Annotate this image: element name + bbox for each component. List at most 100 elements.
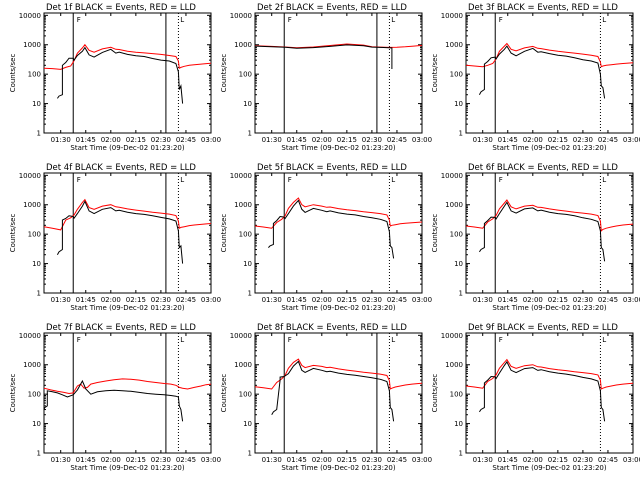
marker-label-l: L [602,336,606,344]
x-tick-label: 02:00 [101,456,121,464]
y-axis-label: Counts/sec [431,374,439,413]
x-tick-label: 01:30 [262,456,282,464]
x-tick-label: 02:15 [548,136,568,144]
y-tick-label: 10000 [19,172,41,180]
x-tick-label: 01:45 [498,456,518,464]
x-tick-label: 03:00 [412,456,432,464]
marker-label-l: L [180,336,184,344]
x-tick-label: 02:45 [176,136,196,144]
x-tick-label: 03:00 [412,296,432,304]
y-axis-label: Counts/sec [9,214,17,253]
panel-title: Det 2f BLACK = Events, RED = LLD [257,3,407,13]
panel-det-3: Det 3f BLACK = Events, RED = LLD 01:30 01:… [431,3,640,152]
y-tick-label: 1000 [23,361,41,369]
y-tick-label: 1000 [445,201,463,209]
y-tick-label: 10 [32,100,41,108]
y-tick-label: 10 [243,260,252,268]
y-tick-label: 1000 [23,201,41,209]
y-tick-label: 1 [459,290,463,298]
panel-det-1: Det 1f BLACK = Events, RED = LLD 01:30 01:… [9,3,221,152]
y-tick-label: 100 [28,71,41,79]
x-tick-label: 01:45 [76,296,96,304]
series-line-events [254,44,393,69]
marker-label-f: F [499,16,503,24]
panel-title: Det 1f BLACK = Events, RED = LLD [46,3,196,13]
x-tick-label: 03:00 [201,136,221,144]
panel-title: Det 7f BLACK = Events, RED = LLD [46,323,196,333]
panel-det-8: Det 8f BLACK = Events, RED = LLD 01:30 01:… [220,323,432,472]
x-tick-label: 02:15 [548,296,568,304]
x-tick-label: 02:30 [573,456,593,464]
x-tick-label: 02:15 [337,136,357,144]
marker-label-f: F [288,336,292,344]
y-tick-label: 100 [450,71,463,79]
x-tick-label: 03:00 [412,136,432,144]
y-tick-label: 100 [28,231,41,239]
x-tick-label: 02:00 [523,136,543,144]
marker-label-l: L [180,16,184,24]
y-tick-label: 10000 [230,12,252,20]
x-axis-label: Start Time (09-Dec-02 01:23:20) [492,464,606,472]
x-tick-label: 02:00 [312,136,332,144]
y-tick-label: 100 [239,391,252,399]
panel-title: Det 5f BLACK = Events, RED = LLD [257,163,407,173]
y-tick-label: 1 [37,290,41,298]
marker-label-f: F [77,336,81,344]
y-tick-label: 100 [450,391,463,399]
y-tick-label: 10 [32,420,41,428]
y-tick-label: 1 [37,130,41,138]
x-tick-label: 01:45 [76,456,96,464]
marker-label-l: L [180,176,184,184]
plot-frame [43,332,212,454]
y-tick-label: 10 [32,260,41,268]
marker-label-f: F [288,176,292,184]
x-tick-label: 01:45 [76,136,96,144]
marker-label-l: L [602,176,606,184]
y-tick-label: 10 [243,100,252,108]
series-line-lld [254,358,423,390]
panel-title: Det 3f BLACK = Events, RED = LLD [468,3,618,13]
marker-label-l: L [391,336,395,344]
series-line-lld [465,199,634,232]
x-tick-label: 02:15 [126,296,146,304]
x-tick-label: 02:00 [312,456,332,464]
x-tick-label: 01:45 [498,296,518,304]
x-tick-label: 01:30 [473,136,493,144]
x-tick-label: 03:00 [623,456,640,464]
plot-frame [43,12,212,134]
plot-frame [465,332,634,454]
plot-frame [254,332,423,454]
series-line-events [268,199,395,259]
plot-frame [43,172,212,294]
series-line-events [478,201,606,262]
x-tick-label: 01:30 [51,456,71,464]
y-tick-label: 1000 [445,361,463,369]
marker-label-f: F [77,16,81,24]
y-tick-label: 1 [248,290,252,298]
y-tick-label: 1 [248,130,252,138]
x-tick-label: 01:30 [473,296,493,304]
panel-det-9: Det 9f BLACK = Events, RED = LLD 01:30 01:… [431,323,640,472]
x-tick-label: 01:45 [287,456,307,464]
panel-det-5: Det 5f BLACK = Events, RED = LLD 01:30 01:… [220,163,432,312]
y-axis-label: Counts/sec [9,374,17,413]
y-tick-label: 1000 [445,41,463,49]
y-axis-label: Counts/sec [431,54,439,93]
series-line-events [478,360,606,422]
marker-label-f: F [288,16,292,24]
x-tick-label: 03:00 [201,456,221,464]
x-tick-label: 01:45 [287,136,307,144]
x-tick-label: 02:45 [387,136,407,144]
x-tick-label: 02:15 [337,296,357,304]
x-tick-label: 02:45 [387,296,407,304]
x-axis-label: Start Time (09-Dec-02 01:23:20) [70,464,184,472]
y-tick-label: 1 [459,130,463,138]
y-tick-label: 10 [243,420,252,428]
series-line-events [43,379,184,422]
y-tick-label: 1000 [234,41,252,49]
x-axis-label: Start Time (09-Dec-02 01:23:20) [492,304,606,312]
series-line-events [56,46,184,104]
y-tick-label: 100 [239,71,252,79]
